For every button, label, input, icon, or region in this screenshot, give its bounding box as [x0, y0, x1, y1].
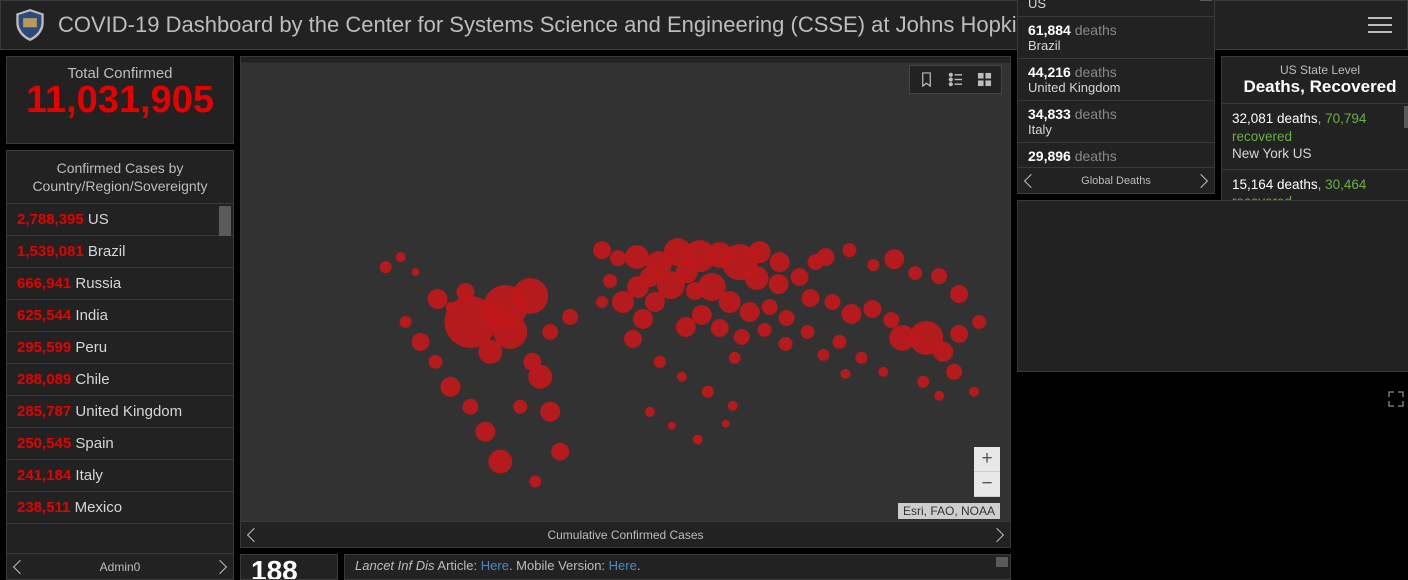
lancet-journal: Lancet Inf Dis [355, 558, 435, 573]
scrollbar-thumb[interactable] [1404, 106, 1408, 128]
list-item[interactable]: 29,896 deathsFrance [1018, 143, 1214, 167]
list-item[interactable]: 666,941 Russia [7, 268, 233, 300]
us-state-mainlabel: Deaths, Recovered [1226, 77, 1408, 97]
world-map[interactable] [241, 57, 1010, 547]
list-item[interactable]: 34,833 deathsItaly [1018, 101, 1214, 143]
list-item[interactable]: 129,306 deathsUS [1018, 0, 1214, 17]
map-attribution: Esri, FAO, NOAA [898, 503, 1000, 519]
cases-tab-label: Admin0 [100, 560, 141, 574]
map-panel[interactable]: + − Esri, FAO, NOAA Cumulative Confirmed… [240, 56, 1011, 548]
deaths-tab-prev[interactable] [1024, 173, 1038, 187]
cases-list-body[interactable]: 2,788,395 US1,539,081 Brazil666,941 Russ… [7, 204, 233, 553]
list-item[interactable]: 32,081 deaths, 70,794 recoveredNew York … [1222, 104, 1408, 170]
map-zoom: + − [974, 447, 1000, 497]
cases-list-tabs: Admin0 [7, 553, 233, 579]
list-item[interactable]: 625,544 India [7, 300, 233, 332]
bookmark-icon[interactable] [919, 72, 934, 87]
list-item[interactable]: 1,539,081 Brazil [7, 236, 233, 268]
map-tab-label: Cumulative Confirmed Cases [547, 528, 703, 542]
fullscreen-icon[interactable] [1387, 390, 1405, 408]
map-tab-prev[interactable] [247, 527, 261, 541]
global-deaths-list[interactable]: 129,306 deathsUS61,884 deathsBrazil44,21… [1018, 0, 1214, 167]
us-state-header: US State Level Deaths, Recovered [1222, 57, 1408, 104]
basemap-icon[interactable] [977, 72, 992, 87]
jhu-logo [16, 9, 44, 41]
cases-list-panel: Confirmed Cases by Country/Region/Sovere… [6, 150, 234, 580]
scrollbar-thumb[interactable] [1200, 0, 1212, 1]
menu-icon[interactable] [1368, 12, 1392, 38]
list-item[interactable]: 295,599 Peru [7, 332, 233, 364]
map-toolbar [909, 65, 1002, 94]
map-tab-next[interactable] [990, 527, 1004, 541]
mobile-link[interactable]: Here [609, 558, 637, 573]
legend-icon[interactable] [948, 72, 963, 87]
global-deaths-list-panel: 129,306 deathsUS61,884 deathsBrazil44,21… [1017, 0, 1215, 194]
total-confirmed-panel: Total Confirmed 11,031,905 [6, 56, 234, 144]
us-state-sublabel: US State Level [1226, 63, 1408, 77]
list-item[interactable]: 288,089 Chile [7, 364, 233, 396]
scrollbar-thumb[interactable] [219, 206, 231, 236]
list-item[interactable]: 285,787 United Kingdom [7, 396, 233, 428]
cases-tab-prev[interactable] [13, 559, 27, 573]
cases-tab-next[interactable] [213, 559, 227, 573]
list-item[interactable]: 44,216 deathsUnited Kingdom [1018, 59, 1214, 101]
list-item[interactable]: 2,788,395 US [7, 204, 233, 236]
total-confirmed-value: 11,031,905 [7, 79, 233, 122]
empty-bottom-right-panel [1017, 200, 1408, 372]
deaths-tab-label: Global Deaths [1081, 175, 1151, 187]
cases-list-header: Confirmed Cases by Country/Region/Sovere… [7, 151, 233, 204]
list-item[interactable]: 238,511 Mexico [7, 492, 233, 524]
scrollbar-thumb[interactable] [996, 557, 1008, 567]
deaths-tab-next[interactable] [1194, 173, 1208, 187]
bottom-strip: 188 Lancet Inf Dis Article: Here. Mobile… [240, 554, 1011, 580]
lancet-notice: Lancet Inf Dis Article: Here. Mobile Ver… [344, 554, 1011, 580]
list-item[interactable]: 241,184 Italy [7, 460, 233, 492]
map-tabs: Cumulative Confirmed Cases [241, 521, 1010, 547]
list-item[interactable]: 61,884 deathsBrazil [1018, 17, 1214, 59]
zoom-out-button[interactable]: − [974, 472, 1000, 497]
countries-count: 188 [240, 554, 338, 580]
zoom-in-button[interactable]: + [974, 447, 1000, 472]
lancet-link[interactable]: Here [481, 558, 509, 573]
list-item[interactable]: 250,545 Spain [7, 428, 233, 460]
deaths-tabs: Global Deaths [1018, 167, 1214, 193]
